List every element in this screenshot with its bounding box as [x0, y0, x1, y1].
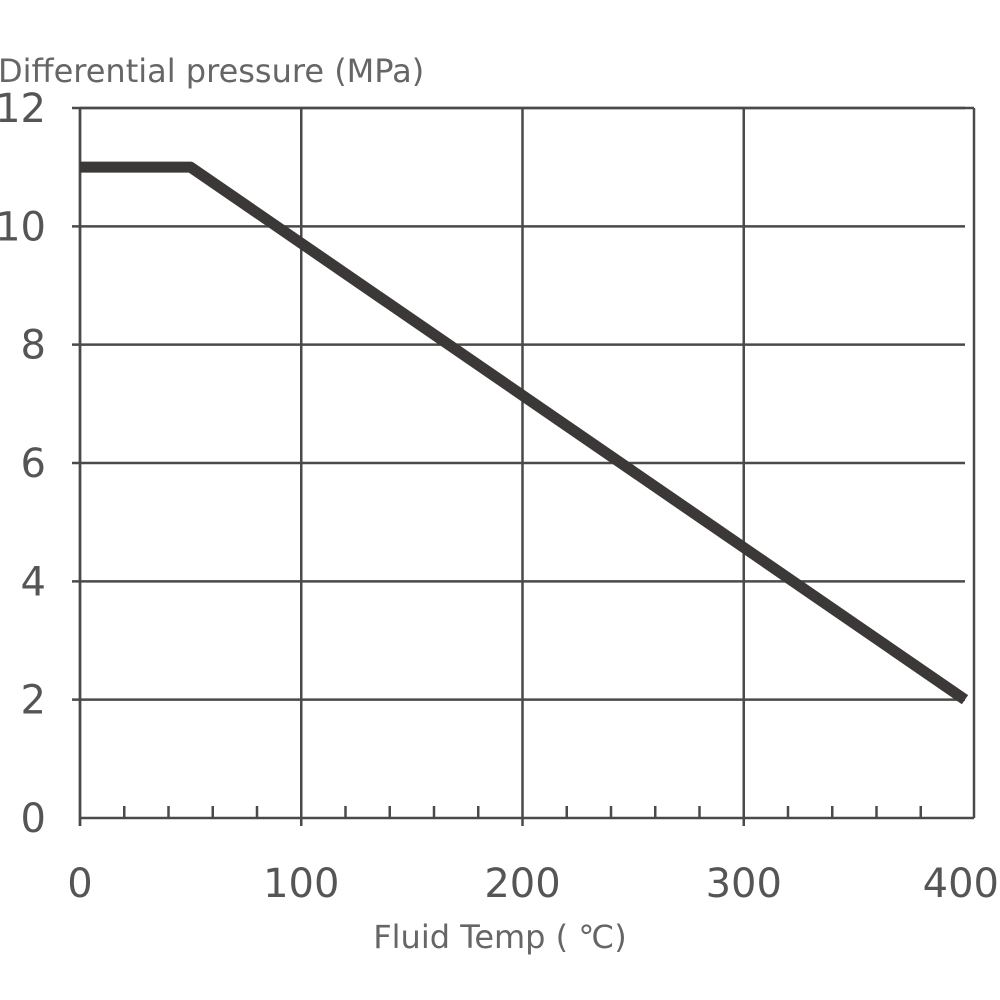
x-tick-label: 200	[484, 861, 560, 907]
y-tick-label: 4	[21, 559, 46, 605]
tick-layer: 0 2 4 6 8 10 12 0 100 200 300 400	[0, 86, 999, 907]
x-tick-label: 300	[706, 861, 782, 907]
series-layer	[80, 161, 969, 705]
y-tick-label: 8	[21, 323, 46, 369]
y-tick-label: 2	[21, 678, 46, 724]
y-axis-title: Differential pressure (MPa)	[0, 52, 424, 90]
y-tick-label: 10	[0, 204, 46, 250]
grid-layer	[72, 106, 976, 826]
y-tick-label: 0	[21, 796, 46, 842]
x-tick-label: 400	[923, 861, 999, 907]
y-tick-label: 12	[0, 86, 46, 132]
x-tick-label: 0	[67, 861, 92, 907]
series-line	[80, 161, 969, 705]
x-axis-title: Fluid Temp ( ℃)	[373, 918, 626, 956]
y-tick-label: 6	[21, 441, 46, 487]
x-tick-label: 100	[263, 861, 339, 907]
